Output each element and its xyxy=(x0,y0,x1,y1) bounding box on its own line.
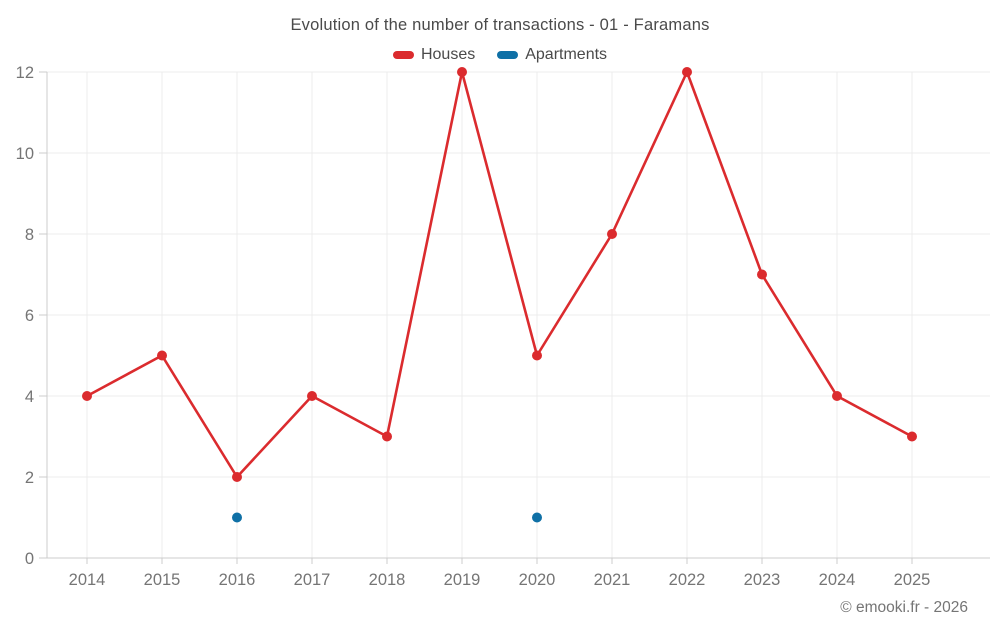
data-point-houses-2019[interactable] xyxy=(457,67,467,77)
y-tick-label: 0 xyxy=(25,550,34,568)
legend-swatch-houses xyxy=(392,51,414,59)
x-tick-label: 2021 xyxy=(594,571,631,589)
x-tick-label: 2023 xyxy=(744,571,781,589)
data-point-houses-2021[interactable] xyxy=(607,229,617,239)
data-point-houses-2017[interactable] xyxy=(307,391,317,401)
x-tick-label: 2017 xyxy=(294,571,331,589)
y-tick-label: 2 xyxy=(25,469,34,487)
legend-item-apartments[interactable]: Apartments xyxy=(497,46,607,64)
y-tick-label: 8 xyxy=(25,226,34,244)
x-tick-label: 2014 xyxy=(69,571,106,589)
x-tick-label: 2024 xyxy=(819,571,856,589)
legend-swatch-apartments xyxy=(497,51,519,59)
data-point-apartments-2016[interactable] xyxy=(232,512,242,523)
series-line-houses xyxy=(85,70,914,479)
y-tick-label: 10 xyxy=(16,145,34,163)
chart-legend: Houses Apartments xyxy=(0,46,1000,64)
x-tick-label: 2018 xyxy=(369,571,406,589)
y-tick-label: 4 xyxy=(25,388,34,406)
data-point-apartments-2020[interactable] xyxy=(532,512,542,523)
y-tick-label: 12 xyxy=(16,64,34,82)
data-point-houses-2024[interactable] xyxy=(832,391,842,401)
x-tick-label: 2015 xyxy=(144,571,181,589)
chart-title: Evolution of the number of transactions … xyxy=(290,16,710,34)
y-tick-label: 6 xyxy=(25,307,34,325)
x-tick-label: 2019 xyxy=(444,571,481,589)
legend-label: Apartments xyxy=(525,46,608,63)
data-point-houses-2018[interactable] xyxy=(382,431,392,442)
footer-credit: © emooki.fr - 2026 xyxy=(840,599,968,616)
data-point-houses-2020[interactable] xyxy=(532,350,542,361)
data-point-houses-2015[interactable] xyxy=(157,350,167,361)
data-point-houses-2022[interactable] xyxy=(682,67,692,77)
legend-label: Houses xyxy=(420,46,476,63)
data-point-houses-2023[interactable] xyxy=(757,269,767,280)
data-point-houses-2014[interactable] xyxy=(82,391,92,401)
x-tick-label: 2022 xyxy=(669,571,706,589)
data-point-houses-2016[interactable] xyxy=(232,472,242,482)
x-tick-label: 2025 xyxy=(894,571,931,589)
x-tick-label: 2020 xyxy=(519,571,556,589)
data-point-houses-2025[interactable] xyxy=(907,431,917,442)
legend-item-houses[interactable]: Houses xyxy=(392,46,476,64)
x-tick-label: 2016 xyxy=(219,571,256,589)
